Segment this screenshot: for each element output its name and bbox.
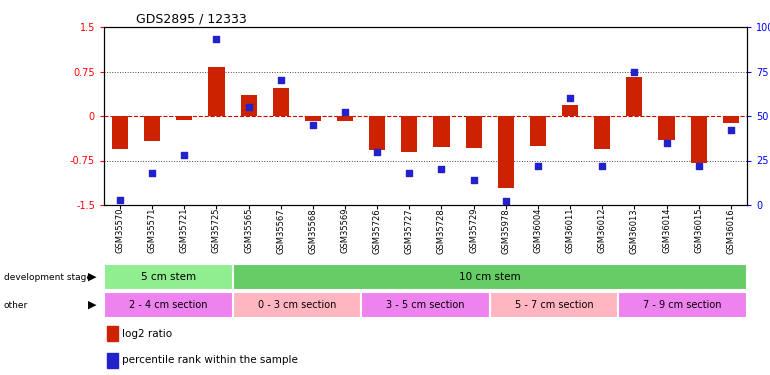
Bar	[369, 116, 385, 150]
Text: 5 cm stem: 5 cm stem	[141, 272, 196, 282]
Bar	[626, 77, 642, 116]
Point	[210, 36, 223, 42]
Text: GSM35565: GSM35565	[244, 208, 253, 254]
Bar	[434, 116, 450, 147]
Bar	[104, 291, 233, 318]
Text: GSM35978: GSM35978	[501, 208, 511, 254]
Point	[596, 163, 608, 169]
Text: GSM36012: GSM36012	[598, 208, 607, 254]
Point	[339, 110, 351, 116]
Text: GSM35568: GSM35568	[309, 208, 317, 254]
Text: GSM35721: GSM35721	[180, 208, 189, 254]
Bar	[594, 116, 611, 148]
Point	[564, 95, 576, 101]
Text: 2 - 4 cm section: 2 - 4 cm section	[129, 300, 207, 310]
Point	[178, 152, 190, 158]
Bar	[107, 352, 119, 368]
Text: GSM35725: GSM35725	[212, 208, 221, 254]
Point	[628, 69, 641, 75]
Point	[114, 196, 126, 202]
Bar	[176, 116, 192, 120]
Text: GSM35726: GSM35726	[373, 208, 382, 254]
Text: GSM35727: GSM35727	[405, 208, 413, 254]
Text: 7 - 9 cm section: 7 - 9 cm section	[644, 300, 721, 310]
Bar	[233, 291, 361, 318]
Bar	[104, 264, 233, 291]
Text: GDS2895 / 12333: GDS2895 / 12333	[136, 13, 247, 26]
Text: 10 cm stem: 10 cm stem	[459, 272, 521, 282]
Point	[371, 148, 383, 154]
Text: other: other	[4, 300, 28, 309]
Text: GSM35728: GSM35728	[437, 208, 446, 254]
Text: GSM35729: GSM35729	[469, 208, 478, 254]
Text: 0 - 3 cm section: 0 - 3 cm section	[258, 300, 336, 310]
Point	[725, 127, 737, 133]
Bar	[691, 116, 707, 164]
Point	[500, 198, 512, 204]
Bar	[562, 105, 578, 116]
Bar	[273, 87, 289, 116]
Bar	[337, 116, 353, 122]
Bar	[361, 291, 490, 318]
Bar	[723, 116, 739, 123]
Text: GSM35569: GSM35569	[340, 208, 350, 254]
Text: GSM35570: GSM35570	[116, 208, 125, 254]
Bar	[107, 326, 119, 341]
Point	[146, 170, 159, 176]
Point	[403, 170, 416, 176]
Bar	[209, 68, 225, 116]
Text: ▶: ▶	[88, 300, 96, 310]
Point	[661, 140, 673, 146]
Point	[275, 77, 287, 83]
Bar	[497, 116, 514, 188]
Bar	[490, 291, 618, 318]
Bar	[233, 264, 747, 291]
Text: GSM35571: GSM35571	[148, 208, 156, 254]
Bar	[305, 116, 321, 121]
Text: development stage: development stage	[4, 273, 92, 282]
Bar	[466, 116, 482, 148]
Bar	[618, 291, 747, 318]
Text: GSM36013: GSM36013	[630, 208, 639, 254]
Text: GSM36011: GSM36011	[566, 208, 574, 254]
Text: 5 - 7 cm section: 5 - 7 cm section	[514, 300, 594, 310]
Point	[692, 163, 705, 169]
Bar	[144, 116, 160, 141]
Text: GSM36016: GSM36016	[726, 208, 735, 254]
Point	[243, 104, 255, 110]
Bar	[401, 116, 417, 152]
Point	[532, 163, 544, 169]
Text: log2 ratio: log2 ratio	[122, 328, 172, 339]
Text: GSM35567: GSM35567	[276, 208, 285, 254]
Text: 3 - 5 cm section: 3 - 5 cm section	[387, 300, 464, 310]
Point	[435, 166, 447, 172]
Bar	[240, 95, 256, 116]
Bar	[658, 116, 675, 140]
Text: ▶: ▶	[88, 272, 96, 282]
Text: GSM36004: GSM36004	[534, 208, 542, 254]
Text: GSM36014: GSM36014	[662, 208, 671, 254]
Bar	[112, 116, 128, 148]
Text: GSM36015: GSM36015	[695, 208, 703, 254]
Point	[306, 122, 319, 128]
Text: percentile rank within the sample: percentile rank within the sample	[122, 356, 297, 366]
Bar	[530, 116, 546, 146]
Point	[467, 177, 480, 183]
